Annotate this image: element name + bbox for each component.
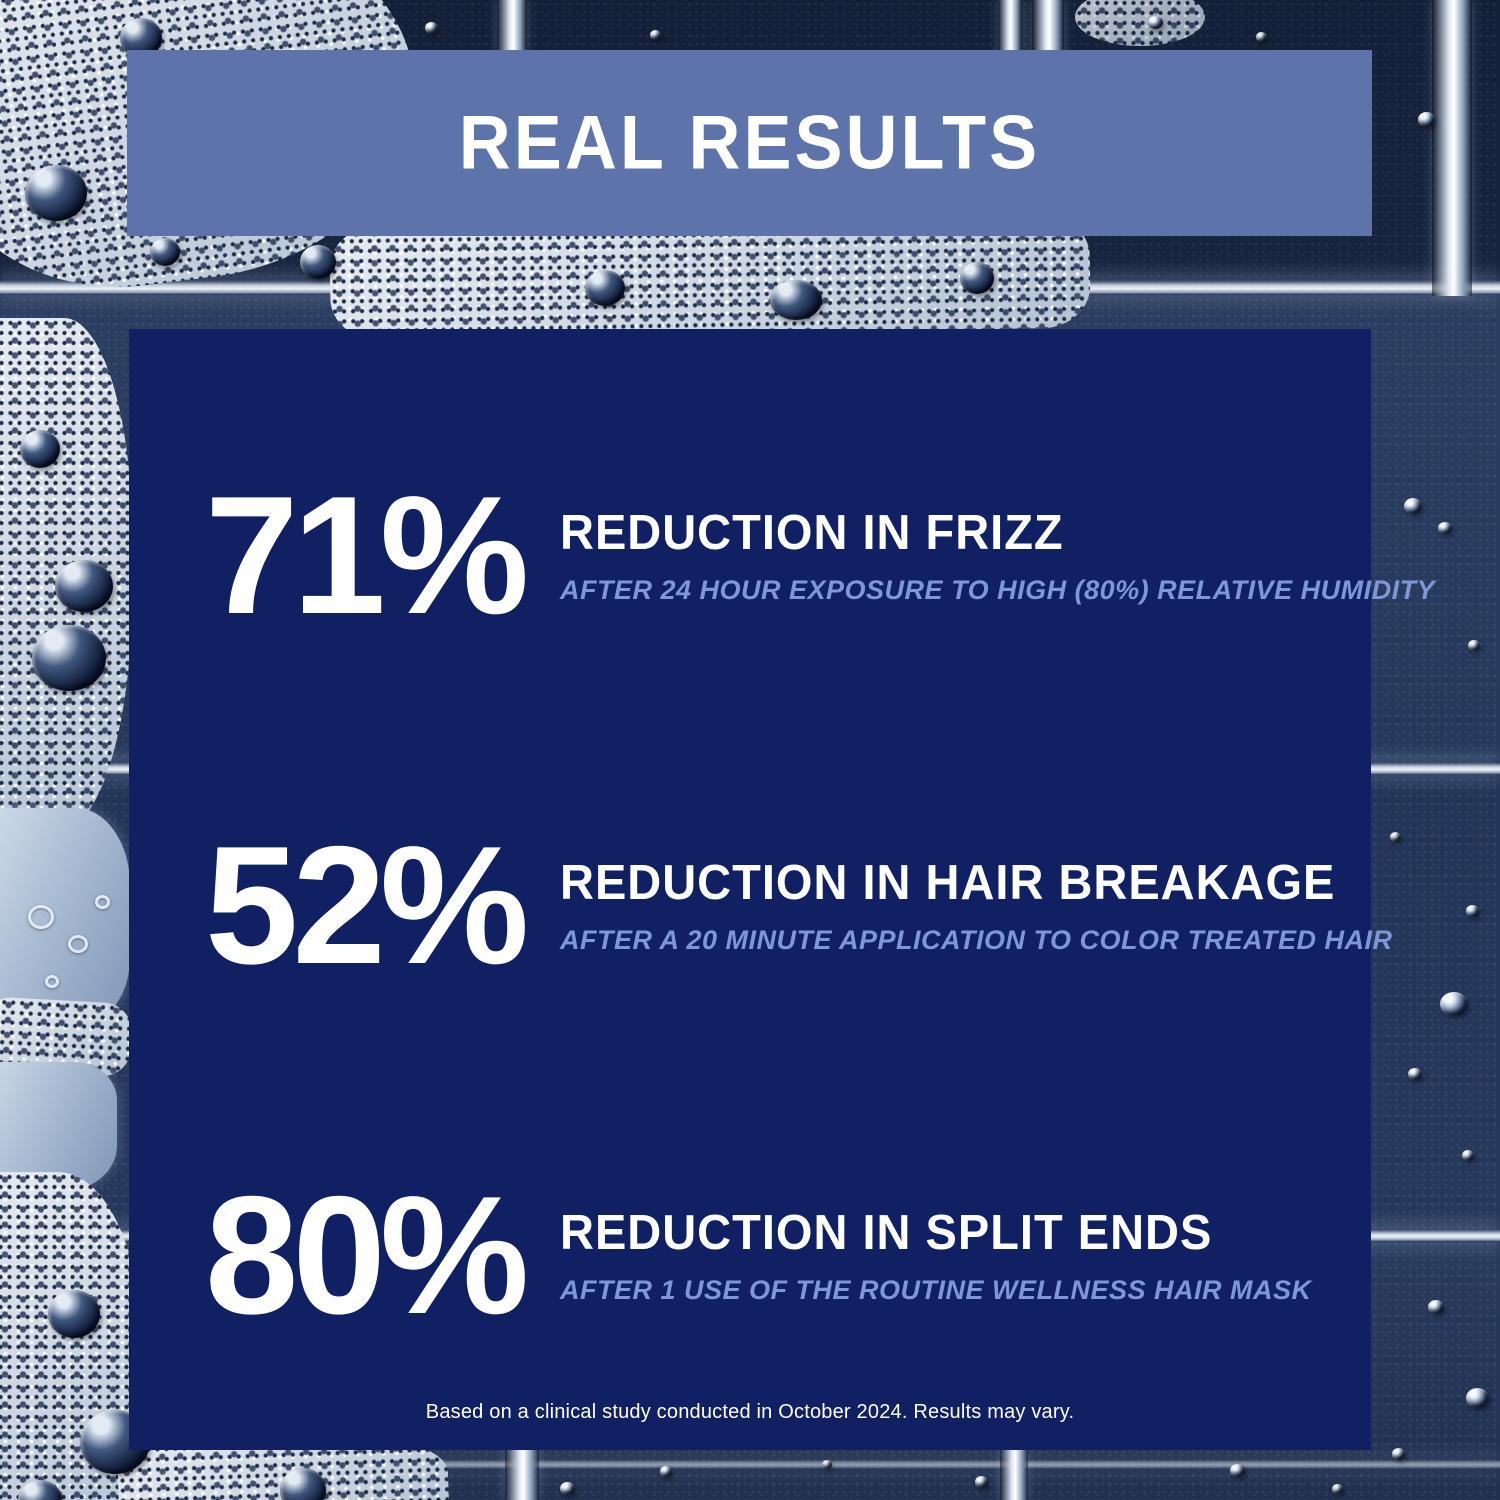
tile-seam-vertical: [1000, 1450, 1028, 1500]
water-droplet: [1466, 1388, 1489, 1408]
water-droplet: [280, 1468, 326, 1500]
water-droplet: [1440, 992, 1468, 1016]
water-droplet: [150, 238, 180, 266]
water-droplet: [425, 22, 438, 34]
water-droplet: [25, 165, 87, 221]
water-droplet: [1428, 1300, 1444, 1314]
water-droplet: [1148, 16, 1163, 29]
water-droplet: [1230, 1464, 1245, 1477]
foam-patch: [1075, 0, 1205, 46]
tile-seam-vertical: [505, 1444, 539, 1500]
stat-subtitle: AFTER 24 HOUR EXPOSURE TO HIGH (80%) REL…: [560, 575, 1436, 605]
stat-subtitle: AFTER A 20 MINUTE APPLICATION TO COLOR T…: [560, 925, 1393, 955]
soap-bubble-ring: [95, 895, 110, 909]
page-title: REAL RESULTS: [458, 100, 1041, 186]
water-droplet: [960, 262, 994, 294]
water-droplet: [1392, 1448, 1405, 1460]
water-droplet: [822, 1460, 832, 1469]
study-disclaimer: Based on a clinical study conducted in O…: [425, 1401, 1075, 1423]
stat-title: REDUCTION IN SPLIT ENDS: [560, 1203, 1213, 1260]
soap-bubble-ring: [45, 975, 59, 988]
stat-row-split-ends: 80% REDUCTION IN SPLIT ENDS AFTER 1 USE …: [205, 1167, 1341, 1343]
water-droplet: [660, 1466, 672, 1477]
stat-title: REDUCTION IN FRIZZ: [560, 503, 1064, 560]
results-panel: 71% REDUCTION IN FRIZZ AFTER 24 HOUR EXP…: [129, 329, 1435, 1450]
water-droplet: [18, 1480, 62, 1500]
water-droplet: [1404, 498, 1422, 514]
stat-subtitle: AFTER 1 USE OF THE ROUTINE WELLNESS HAIR…: [560, 1275, 1312, 1305]
header-banner: REAL RESULTS: [127, 50, 1372, 236]
soap-bubble-ring: [68, 935, 88, 953]
soap-bubble-ring: [28, 905, 54, 929]
water-droplet: [1468, 640, 1480, 651]
stat-row-breakage: 52% REDUCTION IN HAIR BREAKAGE AFTER A 2…: [205, 811, 1392, 999]
water-droplet: [1466, 905, 1479, 917]
water-droplet: [55, 560, 113, 612]
tile-grout-line: [0, 1460, 1500, 1469]
water-droplet: [300, 245, 336, 279]
water-droplet: [585, 270, 625, 306]
stat-text-block: REDUCTION IN SPLIT ENDS AFTER 1 USE OF T…: [560, 1204, 1312, 1306]
water-droplet: [1332, 1484, 1343, 1494]
water-droplet: [1418, 112, 1435, 127]
stat-title: REDUCTION IN HAIR BREAKAGE: [560, 853, 1336, 910]
tile-seam-vertical: [1432, 0, 1472, 296]
water-droplet: [975, 1476, 988, 1488]
water-streak: [0, 1062, 117, 1190]
water-droplet: [1256, 32, 1267, 42]
stat-text-block: REDUCTION IN HAIR BREAKAGE AFTER A 20 MI…: [560, 854, 1393, 956]
water-droplet: [560, 1482, 575, 1495]
water-droplet: [770, 280, 822, 320]
water-droplet: [1462, 1150, 1474, 1161]
water-droplet: [48, 1290, 100, 1338]
stat-row-frizz: 71% REDUCTION IN FRIZZ AFTER 24 HOUR EXP…: [205, 461, 1435, 649]
stat-text-block: REDUCTION IN FRIZZ AFTER 24 HOUR EXPOSUR…: [560, 504, 1435, 606]
water-droplet: [32, 625, 106, 691]
water-droplet: [20, 430, 60, 468]
water-droplet: [1390, 832, 1401, 842]
stat-value: 80%: [205, 1161, 529, 1349]
water-streak: [0, 808, 130, 1022]
stat-value: 52%: [205, 811, 529, 999]
water-droplet: [650, 30, 661, 40]
water-droplet: [1438, 522, 1452, 534]
water-droplet: [1408, 1068, 1422, 1080]
stat-value: 71%: [205, 461, 529, 649]
